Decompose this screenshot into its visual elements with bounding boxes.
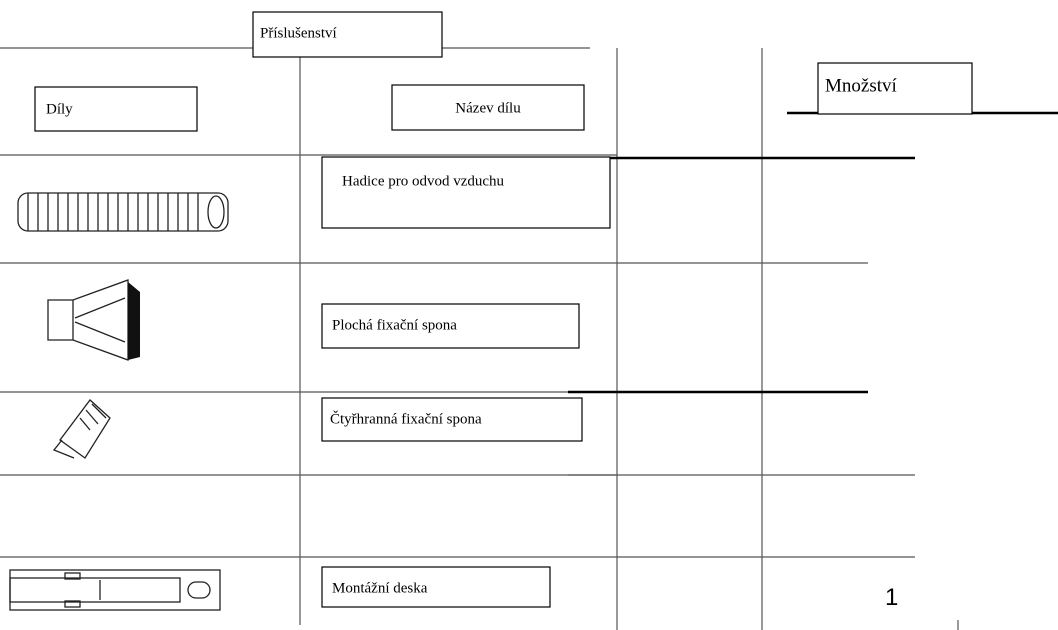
part-name: Hadice pro odvod vzduchu <box>342 173 505 189</box>
title: Příslušenství <box>260 25 337 41</box>
title-box <box>252 11 443 58</box>
header-box <box>391 84 585 131</box>
hose-icon <box>17 192 229 232</box>
part-name: Čtyřhranná fixační spona <box>330 410 482 427</box>
name-box <box>321 397 583 442</box>
header-box <box>817 62 973 115</box>
name-box <box>321 156 611 229</box>
square-clip-icon <box>52 399 111 459</box>
header-name: Název dílu <box>455 100 521 116</box>
header-quantity: Množství <box>825 75 898 96</box>
header-parts: Díly <box>46 101 73 117</box>
name-box <box>321 566 551 608</box>
quantity: 1 <box>885 584 898 611</box>
plate-icon <box>9 569 221 611</box>
part-name: Plochá fixační spona <box>332 317 457 333</box>
header-box <box>34 86 198 132</box>
name-box <box>321 303 580 349</box>
part-name: Montážní deska <box>332 580 428 596</box>
flat-clip-icon <box>47 279 140 361</box>
